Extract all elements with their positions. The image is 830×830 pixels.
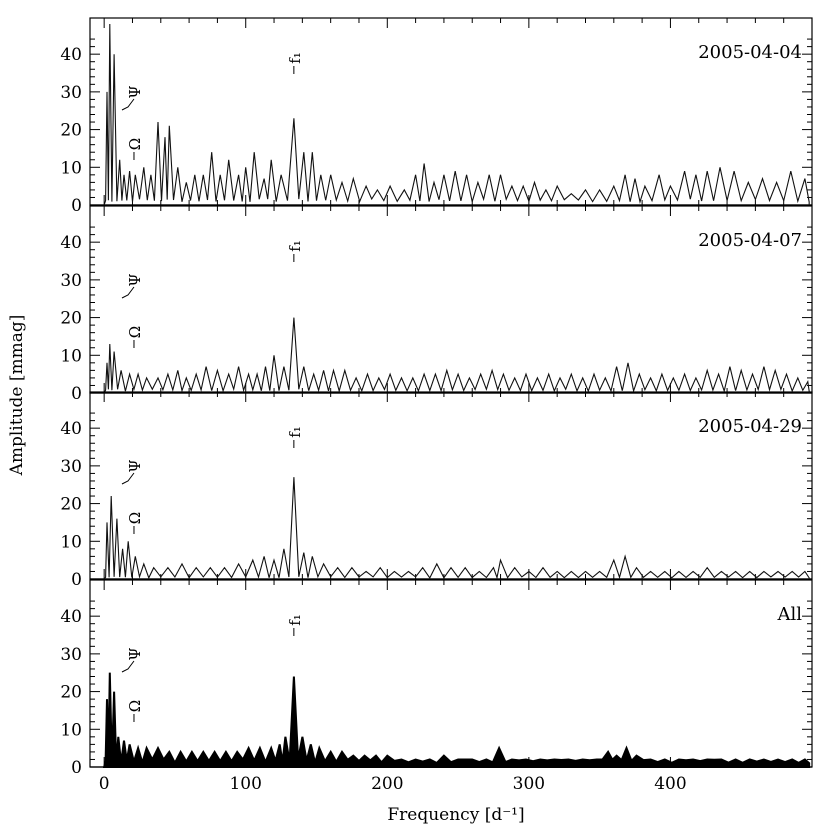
x-tick-label: 0 <box>99 774 110 794</box>
y-tick-label: 20 <box>60 495 82 515</box>
y-tick-label: 30 <box>60 271 82 291</box>
x-tick-label: 400 <box>654 774 686 794</box>
f1-label: f₁ <box>286 614 304 626</box>
psi-label: Ψ <box>126 85 144 98</box>
x-tick-label: 300 <box>513 774 545 794</box>
y-tick-label: 0 <box>71 758 82 778</box>
y-tick-label: 30 <box>60 83 82 103</box>
panel-frame <box>89 579 813 768</box>
amplitude-spectrum <box>103 477 810 580</box>
panels-group: 0 10 20 30 40 2005-04-04 f₁ Ψ Ω 0 10 20 30 40 2005-04-… <box>60 17 813 794</box>
y-tick-label: 0 <box>71 196 82 216</box>
omega-label: Ω <box>126 138 144 150</box>
amplitude-spectrum <box>103 317 810 394</box>
psi-mark-tick <box>121 472 135 485</box>
y-tick-label: 30 <box>60 645 82 665</box>
f1-label: f₁ <box>286 426 304 438</box>
omega-label: Ω <box>126 512 144 524</box>
y-tick-label: 10 <box>60 532 82 552</box>
psi-label: Ψ <box>126 459 144 472</box>
panel-4: 0 10 20 30 40 All f₁ Ψ Ω <box>60 579 813 778</box>
amplitude-spectrum <box>103 23 810 206</box>
y-tick-label: 10 <box>60 158 82 178</box>
y-tick-label: 30 <box>60 457 82 477</box>
panel-2: 0 10 20 30 40 2005-04-07 f₁ Ψ Ω <box>60 205 813 404</box>
y-tick-label: 10 <box>60 720 82 740</box>
y-tick-label: 40 <box>60 607 82 627</box>
y-tick-label: 20 <box>60 121 82 141</box>
y-tick-label: 20 <box>60 309 82 329</box>
psi-label: Ψ <box>126 273 144 286</box>
f1-label: f₁ <box>286 52 304 64</box>
f1-label: f₁ <box>286 240 304 252</box>
y-tick-label: 40 <box>60 45 82 65</box>
amplitude-spectrum-all <box>102 672 811 768</box>
panel-date-label: 2005-04-29 <box>698 416 802 437</box>
panel-3: 0 10 20 30 40 2005-04-29 f₁ Ψ Ω <box>60 391 813 590</box>
omega-label: Ω <box>126 700 144 712</box>
y-tick-label: 40 <box>60 419 82 439</box>
omega-label: Ω <box>126 326 144 338</box>
y-tick-label: 0 <box>71 384 82 404</box>
panel-date-label: All <box>776 604 802 625</box>
x-tick-label: 200 <box>371 774 403 794</box>
y-tick-label: 20 <box>60 683 82 703</box>
panel-date-label: 2005-04-07 <box>698 230 802 251</box>
y-axis-label: Amplitude [mmag] <box>7 315 27 477</box>
psi-mark-tick <box>121 98 135 111</box>
y-tick-label: 10 <box>60 346 82 366</box>
y-tick-label: 40 <box>60 233 82 253</box>
x-axis-label: Frequency [d⁻¹] <box>387 805 524 825</box>
panel-1: 0 10 20 30 40 2005-04-04 f₁ Ψ Ω <box>60 17 813 216</box>
x-tick-label: 100 <box>229 774 261 794</box>
psi-label: Ψ <box>126 647 144 660</box>
psi-mark-tick <box>121 286 135 299</box>
psi-mark-tick <box>121 660 135 673</box>
y-tick-label: 0 <box>71 570 82 590</box>
panel-date-label: 2005-04-04 <box>698 42 802 63</box>
